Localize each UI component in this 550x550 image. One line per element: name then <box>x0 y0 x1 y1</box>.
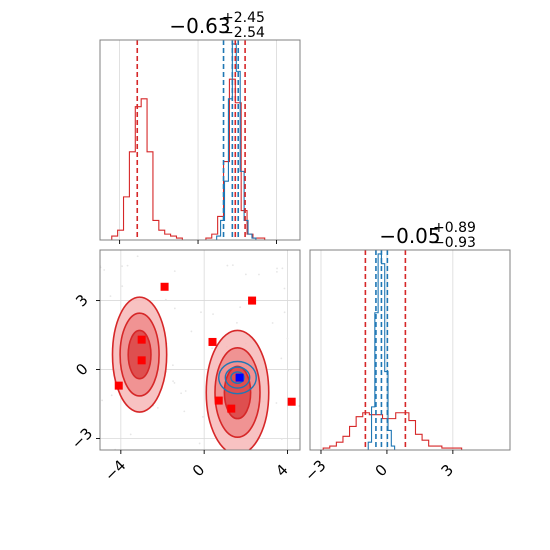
red-marker <box>160 282 169 291</box>
hist-param-2-frame <box>309 249 511 451</box>
scatter-2d-ytick-label: 0 <box>72 360 91 379</box>
scatter-2d-sample <box>180 392 183 395</box>
scatter-2d-sample <box>281 267 284 270</box>
hist-param-2-xtick-label: −3 <box>301 456 329 484</box>
scatter-2d-sample <box>198 442 201 445</box>
scatter-2d-panel: −4 0 4 −3 0 3 <box>68 249 301 485</box>
scatter-2d-sample <box>239 306 242 309</box>
scatter-2d-sample <box>276 270 278 273</box>
scatter-2d-xtick-label: 4 <box>272 461 291 480</box>
scatter-2d-sample <box>275 402 278 404</box>
scatter-2d-sample <box>211 347 214 350</box>
hist-param-1-panel: −0.63 +2.45 −2.54 <box>99 10 301 244</box>
scatter-2d-sample <box>258 273 260 276</box>
scatter-2d-xtick-label: 0 <box>189 461 208 480</box>
scatter-2d-sample <box>171 364 174 367</box>
scatter-2d-sample <box>200 311 202 314</box>
blue-marker <box>235 373 244 382</box>
scatter-2d-sample <box>287 369 289 372</box>
hist-param-1-title: −0.63 <box>169 14 230 38</box>
scatter-2d-sample <box>173 270 176 273</box>
scatter-2d-sample <box>202 415 204 418</box>
scatter-2d-sample <box>156 406 159 409</box>
scatter-2d-sample <box>271 322 274 324</box>
blue-contour-level-0 <box>218 360 257 395</box>
scatter-2d-sample <box>173 307 176 310</box>
scatter-2d-sample <box>110 394 113 397</box>
scatter-2d-sample <box>103 269 106 271</box>
scatter-2d-sample <box>101 399 103 402</box>
hist-param-1-title-main: −0.63 <box>169 14 230 38</box>
scatter-2d-sample <box>280 357 283 360</box>
scatter-2d-sample <box>121 285 124 288</box>
red-marker <box>287 397 296 406</box>
hist-param-2-title-sub: −0.93 <box>433 235 476 251</box>
scatter-2d-sample <box>283 287 286 290</box>
red-marker <box>227 404 236 413</box>
scatter-2d-sample <box>172 380 174 383</box>
scatter-2d-sample <box>183 410 186 413</box>
scatter-2d-frame <box>99 249 301 451</box>
scatter-2d-sample <box>231 264 234 267</box>
hist-param-2-title-sup: +0.89 <box>433 220 476 236</box>
blue-contour-level-2 <box>230 371 245 384</box>
scatter-2d-sample <box>136 255 139 258</box>
scatter-2d-ytick-label: 3 <box>72 291 91 310</box>
scatter-2d-ytick-label: −3 <box>68 424 96 452</box>
red-marker <box>248 296 257 305</box>
hist-param-2-panel: −0.05 +0.89 −0.93 −3 0 3 <box>301 220 511 485</box>
scatter-2d-sample <box>212 313 214 316</box>
scatter-2d-sample <box>190 330 193 333</box>
hist-param-2-series-0-bars <box>310 412 508 451</box>
red-marker <box>214 396 223 405</box>
blue-contour-level-1 <box>224 366 251 389</box>
hist-param-1-series-1-bars <box>212 43 260 241</box>
scatter-2d-sample <box>236 321 238 324</box>
hist-param-1-title-sub: −2.54 <box>222 25 265 41</box>
hist-param-2-xtick-label: 3 <box>438 461 457 480</box>
scatter-2d-sample <box>244 273 247 276</box>
scatter-2d-sample <box>286 337 289 340</box>
scatter-2d-sample <box>121 265 123 268</box>
scatter-2d-sample <box>276 267 278 270</box>
red-marker <box>137 356 146 365</box>
scatter-2d-sample <box>280 438 283 440</box>
scatter-2d-sample <box>126 264 129 267</box>
red-marker <box>137 335 146 344</box>
scatter-2d-sample <box>283 311 286 314</box>
scatter-2d-sample <box>129 433 132 436</box>
hist-param-2-title: −0.05 <box>379 224 440 248</box>
red-marker <box>114 381 123 390</box>
scatter-2d-sample <box>226 264 229 267</box>
hist-param-1-series-0-bars <box>100 78 300 241</box>
scatter-2d-xtick-label: −4 <box>101 456 129 484</box>
scatter-2d-sample <box>173 382 176 384</box>
hist-param-1-frame <box>99 39 301 241</box>
hist-param-1-title-sup: +2.45 <box>222 10 265 26</box>
scatter-2d-sample <box>164 298 167 301</box>
red-marker <box>208 337 217 346</box>
scatter-2d-sample <box>109 295 112 298</box>
hist-param-2-title-main: −0.05 <box>379 224 440 248</box>
hist-param-2-xtick-label: 0 <box>372 461 391 480</box>
scatter-2d-sample <box>184 390 187 392</box>
